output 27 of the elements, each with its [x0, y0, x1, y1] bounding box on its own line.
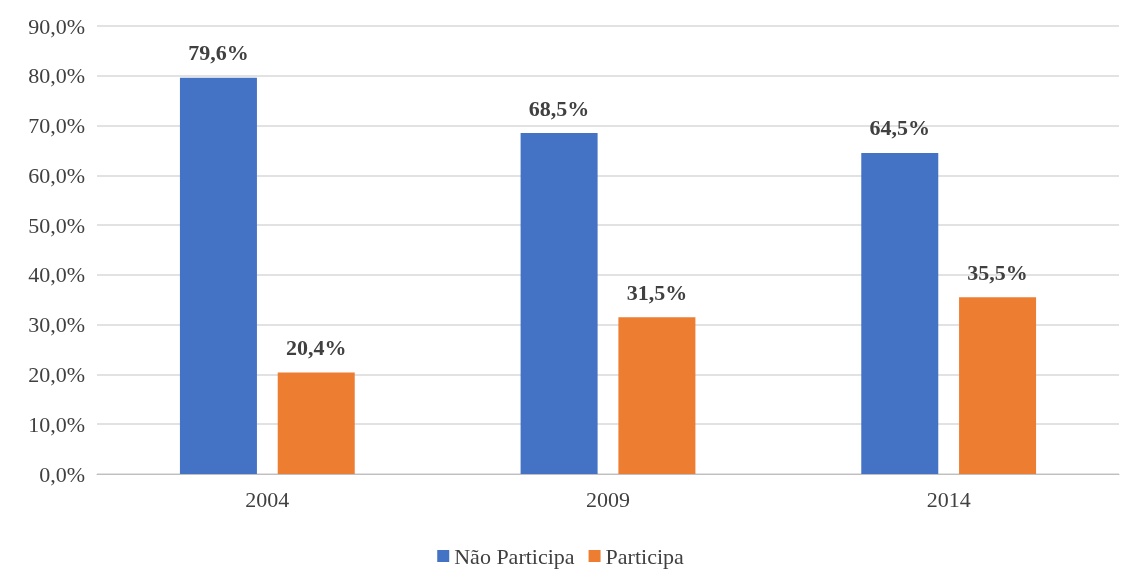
- y-tick-label: 80,0%: [28, 63, 85, 89]
- bar: [861, 152, 939, 474]
- y-tick-label: 50,0%: [28, 212, 85, 238]
- bar: [179, 77, 257, 474]
- y-tick-label: 0,0%: [39, 461, 85, 487]
- y-tick-label: 90,0%: [28, 13, 85, 39]
- y-tick-label: 30,0%: [28, 312, 85, 338]
- x-tick-label: 2009: [586, 486, 630, 512]
- bar: [520, 133, 598, 474]
- data-label: 35,5%: [967, 259, 1028, 285]
- y-tick-label: 10,0%: [28, 411, 85, 437]
- bar: [277, 372, 355, 474]
- data-label: 31,5%: [626, 279, 688, 305]
- x-tick-label: 2004: [245, 486, 290, 512]
- data-label: 68,5%: [528, 95, 590, 121]
- bar: [959, 297, 1037, 474]
- y-tick-label: 20,0%: [28, 361, 85, 387]
- data-label: 79,6%: [188, 40, 249, 66]
- bar: [618, 317, 696, 474]
- legend-label: Participa: [605, 543, 684, 569]
- x-tick-label: 2014: [926, 486, 971, 512]
- y-tick-label: 40,0%: [28, 262, 85, 288]
- legend-label: Não Participa: [454, 543, 575, 569]
- data-label: 20,4%: [285, 334, 347, 360]
- y-tick-label: 70,0%: [28, 113, 85, 139]
- data-label: 64,5%: [869, 115, 931, 141]
- y-tick-label: 60,0%: [28, 162, 85, 188]
